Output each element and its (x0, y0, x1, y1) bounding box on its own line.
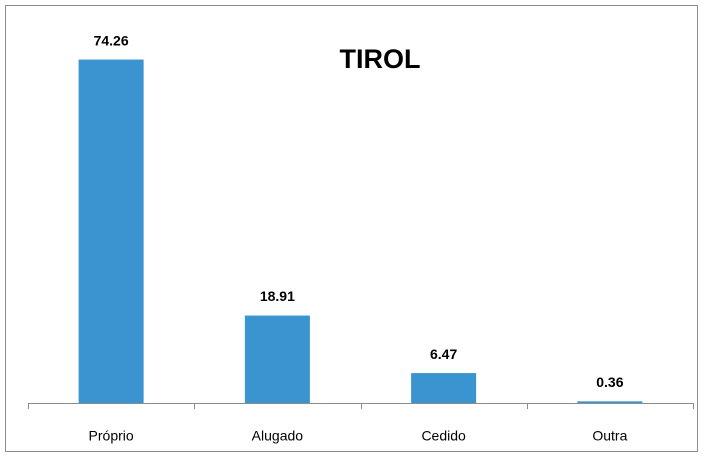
x-tick-label: Próprio (89, 428, 134, 444)
data-label: 18.91 (260, 288, 295, 304)
x-tick-label: Alugado (252, 428, 304, 444)
chart-title: TIROL (340, 44, 421, 74)
data-label: 74.26 (94, 32, 129, 48)
data-label: 6.47 (430, 346, 457, 362)
bar (411, 373, 477, 403)
bar (577, 401, 643, 403)
x-tick-label: Outra (592, 428, 627, 444)
x-tick-label: Cedido (421, 428, 466, 444)
bar (78, 59, 144, 404)
bar (244, 315, 310, 403)
data-label: 0.36 (596, 374, 623, 390)
